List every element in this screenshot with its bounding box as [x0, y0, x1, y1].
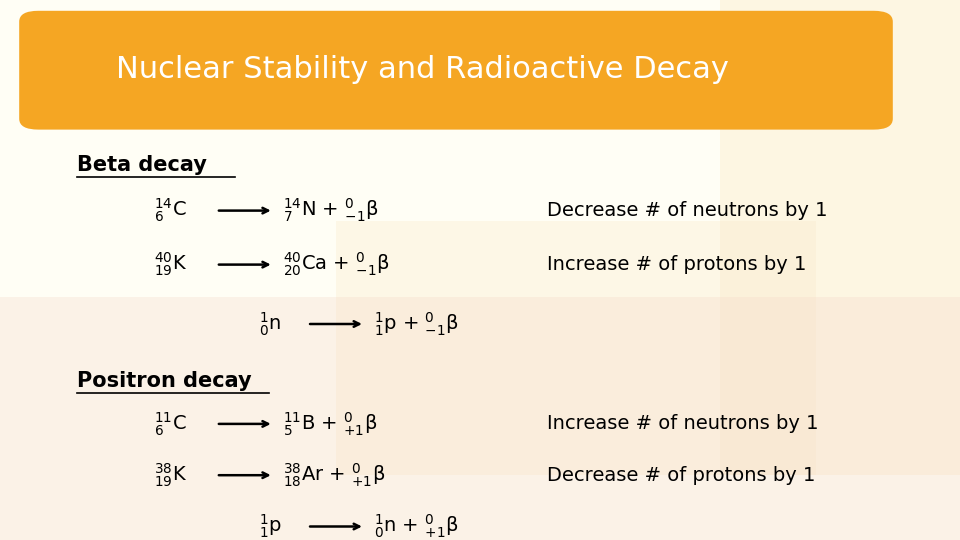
- Text: $\mathregular{^{14}_{7}}$N + $\mathregular{^{0}_{-1}}$β: $\mathregular{^{14}_{7}}$N + $\mathregul…: [283, 197, 378, 224]
- Text: Positron decay: Positron decay: [77, 370, 252, 391]
- FancyBboxPatch shape: [0, 297, 960, 540]
- Text: $\mathregular{^{38}_{19}}$K: $\mathregular{^{38}_{19}}$K: [154, 462, 187, 489]
- Text: Decrease # of protons by 1: Decrease # of protons by 1: [547, 465, 816, 485]
- Text: $\mathregular{^{38}_{18}}$Ar + $\mathregular{^{0}_{+1}}$β: $\mathregular{^{38}_{18}}$Ar + $\mathreg…: [283, 462, 385, 489]
- Text: $\mathregular{^{40}_{20}}$Ca + $\mathregular{^{0}_{-1}}$β: $\mathregular{^{40}_{20}}$Ca + $\mathreg…: [283, 251, 390, 278]
- Text: $\mathregular{^{1}_{0}}$n: $\mathregular{^{1}_{0}}$n: [259, 310, 281, 338]
- FancyBboxPatch shape: [19, 11, 893, 130]
- Text: Beta decay: Beta decay: [77, 154, 206, 175]
- Text: Decrease # of neutrons by 1: Decrease # of neutrons by 1: [547, 201, 828, 220]
- Text: $\mathregular{^{14}_{6}}$C: $\mathregular{^{14}_{6}}$C: [154, 197, 186, 224]
- Text: Nuclear Stability and Radioactive Decay: Nuclear Stability and Radioactive Decay: [116, 55, 729, 84]
- Text: $\mathregular{^{11}_{6}}$C: $\mathregular{^{11}_{6}}$C: [154, 410, 186, 437]
- FancyBboxPatch shape: [336, 221, 816, 475]
- FancyBboxPatch shape: [720, 0, 960, 475]
- Text: $\mathregular{^{1}_{1}}$p: $\mathregular{^{1}_{1}}$p: [259, 513, 282, 540]
- Text: $\mathregular{^{1}_{0}}$n + $\mathregular{^{0}_{+1}}$β: $\mathregular{^{1}_{0}}$n + $\mathregula…: [374, 513, 459, 540]
- Text: Increase # of protons by 1: Increase # of protons by 1: [547, 255, 806, 274]
- Text: $\mathregular{^{40}_{19}}$K: $\mathregular{^{40}_{19}}$K: [154, 251, 187, 278]
- Text: Increase # of neutrons by 1: Increase # of neutrons by 1: [547, 414, 819, 434]
- Text: $\mathregular{^{11}_{5}}$B + $\mathregular{^{0}_{+1}}$β: $\mathregular{^{11}_{5}}$B + $\mathregul…: [283, 410, 377, 437]
- Text: $\mathregular{^{1}_{1}}$p + $\mathregular{^{0}_{-1}}$β: $\mathregular{^{1}_{1}}$p + $\mathregula…: [374, 310, 459, 338]
